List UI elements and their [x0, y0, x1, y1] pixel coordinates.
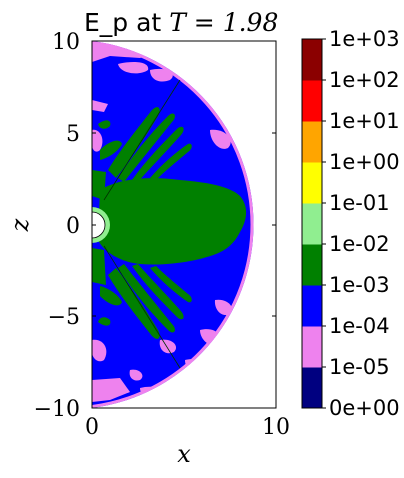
- colorbar-tick-label: 1e+01: [329, 109, 400, 133]
- colorbar-tick-label: 1e-05: [329, 355, 390, 379]
- colorbar-swatch: [302, 203, 322, 245]
- colorbar-swatch: [302, 121, 322, 163]
- x-tick-label: 0: [85, 415, 99, 440]
- colorbar-swatches: [302, 39, 322, 409]
- y-axis-label: z: [6, 218, 34, 232]
- colorbar-labels: 0e+00 1e-05 1e-04 1e-03 1e-02 1e-01 1e+00 1e+01…: [322, 27, 400, 420]
- colorbar-swatch: [302, 244, 322, 286]
- y-tick-label: −5: [48, 305, 80, 330]
- x-axis-label: x: [177, 440, 191, 468]
- y-tick-marks: [92, 40, 276, 409]
- colorbar-frame: [301, 38, 323, 409]
- colorbar-tick-label: 1e+00: [329, 150, 400, 174]
- colorbar-tick-label: 1e-01: [329, 191, 390, 215]
- x-tick-marks: [91, 41, 277, 408]
- chart-title: E_p at T = 1.98: [84, 8, 278, 37]
- inner-boundary: [91, 207, 110, 243]
- colorbar-swatch: [302, 367, 322, 409]
- colorbar-tick-label: 1e-02: [329, 232, 390, 256]
- y-tick-label: 10: [52, 30, 80, 55]
- region-1e-03: [92, 107, 247, 339]
- colorbar-swatch: [302, 80, 322, 122]
- y-tick-label: 0: [66, 214, 80, 239]
- plot-area: 10 5 0 −5 −10 0 10 x z: [6, 30, 290, 468]
- colorbar-swatch: [302, 326, 322, 368]
- x-tick-label: 10: [262, 415, 290, 440]
- violet-rim: [92, 41, 254, 408]
- colorbar-swatch: [302, 162, 322, 204]
- colorbar-tick-label: 1e+03: [329, 27, 400, 51]
- colorbar-tick-label: 1e+02: [329, 68, 400, 92]
- colorbar-swatch: [302, 285, 322, 327]
- y-tick-label: −10: [34, 397, 80, 422]
- colorbar: 0e+00 1e-05 1e-04 1e-03 1e-02 1e-01 1e+00 1e+01…: [301, 27, 400, 420]
- contour-lines: [103, 79, 181, 369]
- colorbar-tick-label: 0e+00: [329, 396, 400, 420]
- y-tick-label: 5: [66, 122, 80, 147]
- colorbar-tick-label: 1e-04: [329, 314, 390, 338]
- colorbar-tick-label: 1e-03: [329, 273, 390, 297]
- colorbar-swatch: [302, 39, 322, 81]
